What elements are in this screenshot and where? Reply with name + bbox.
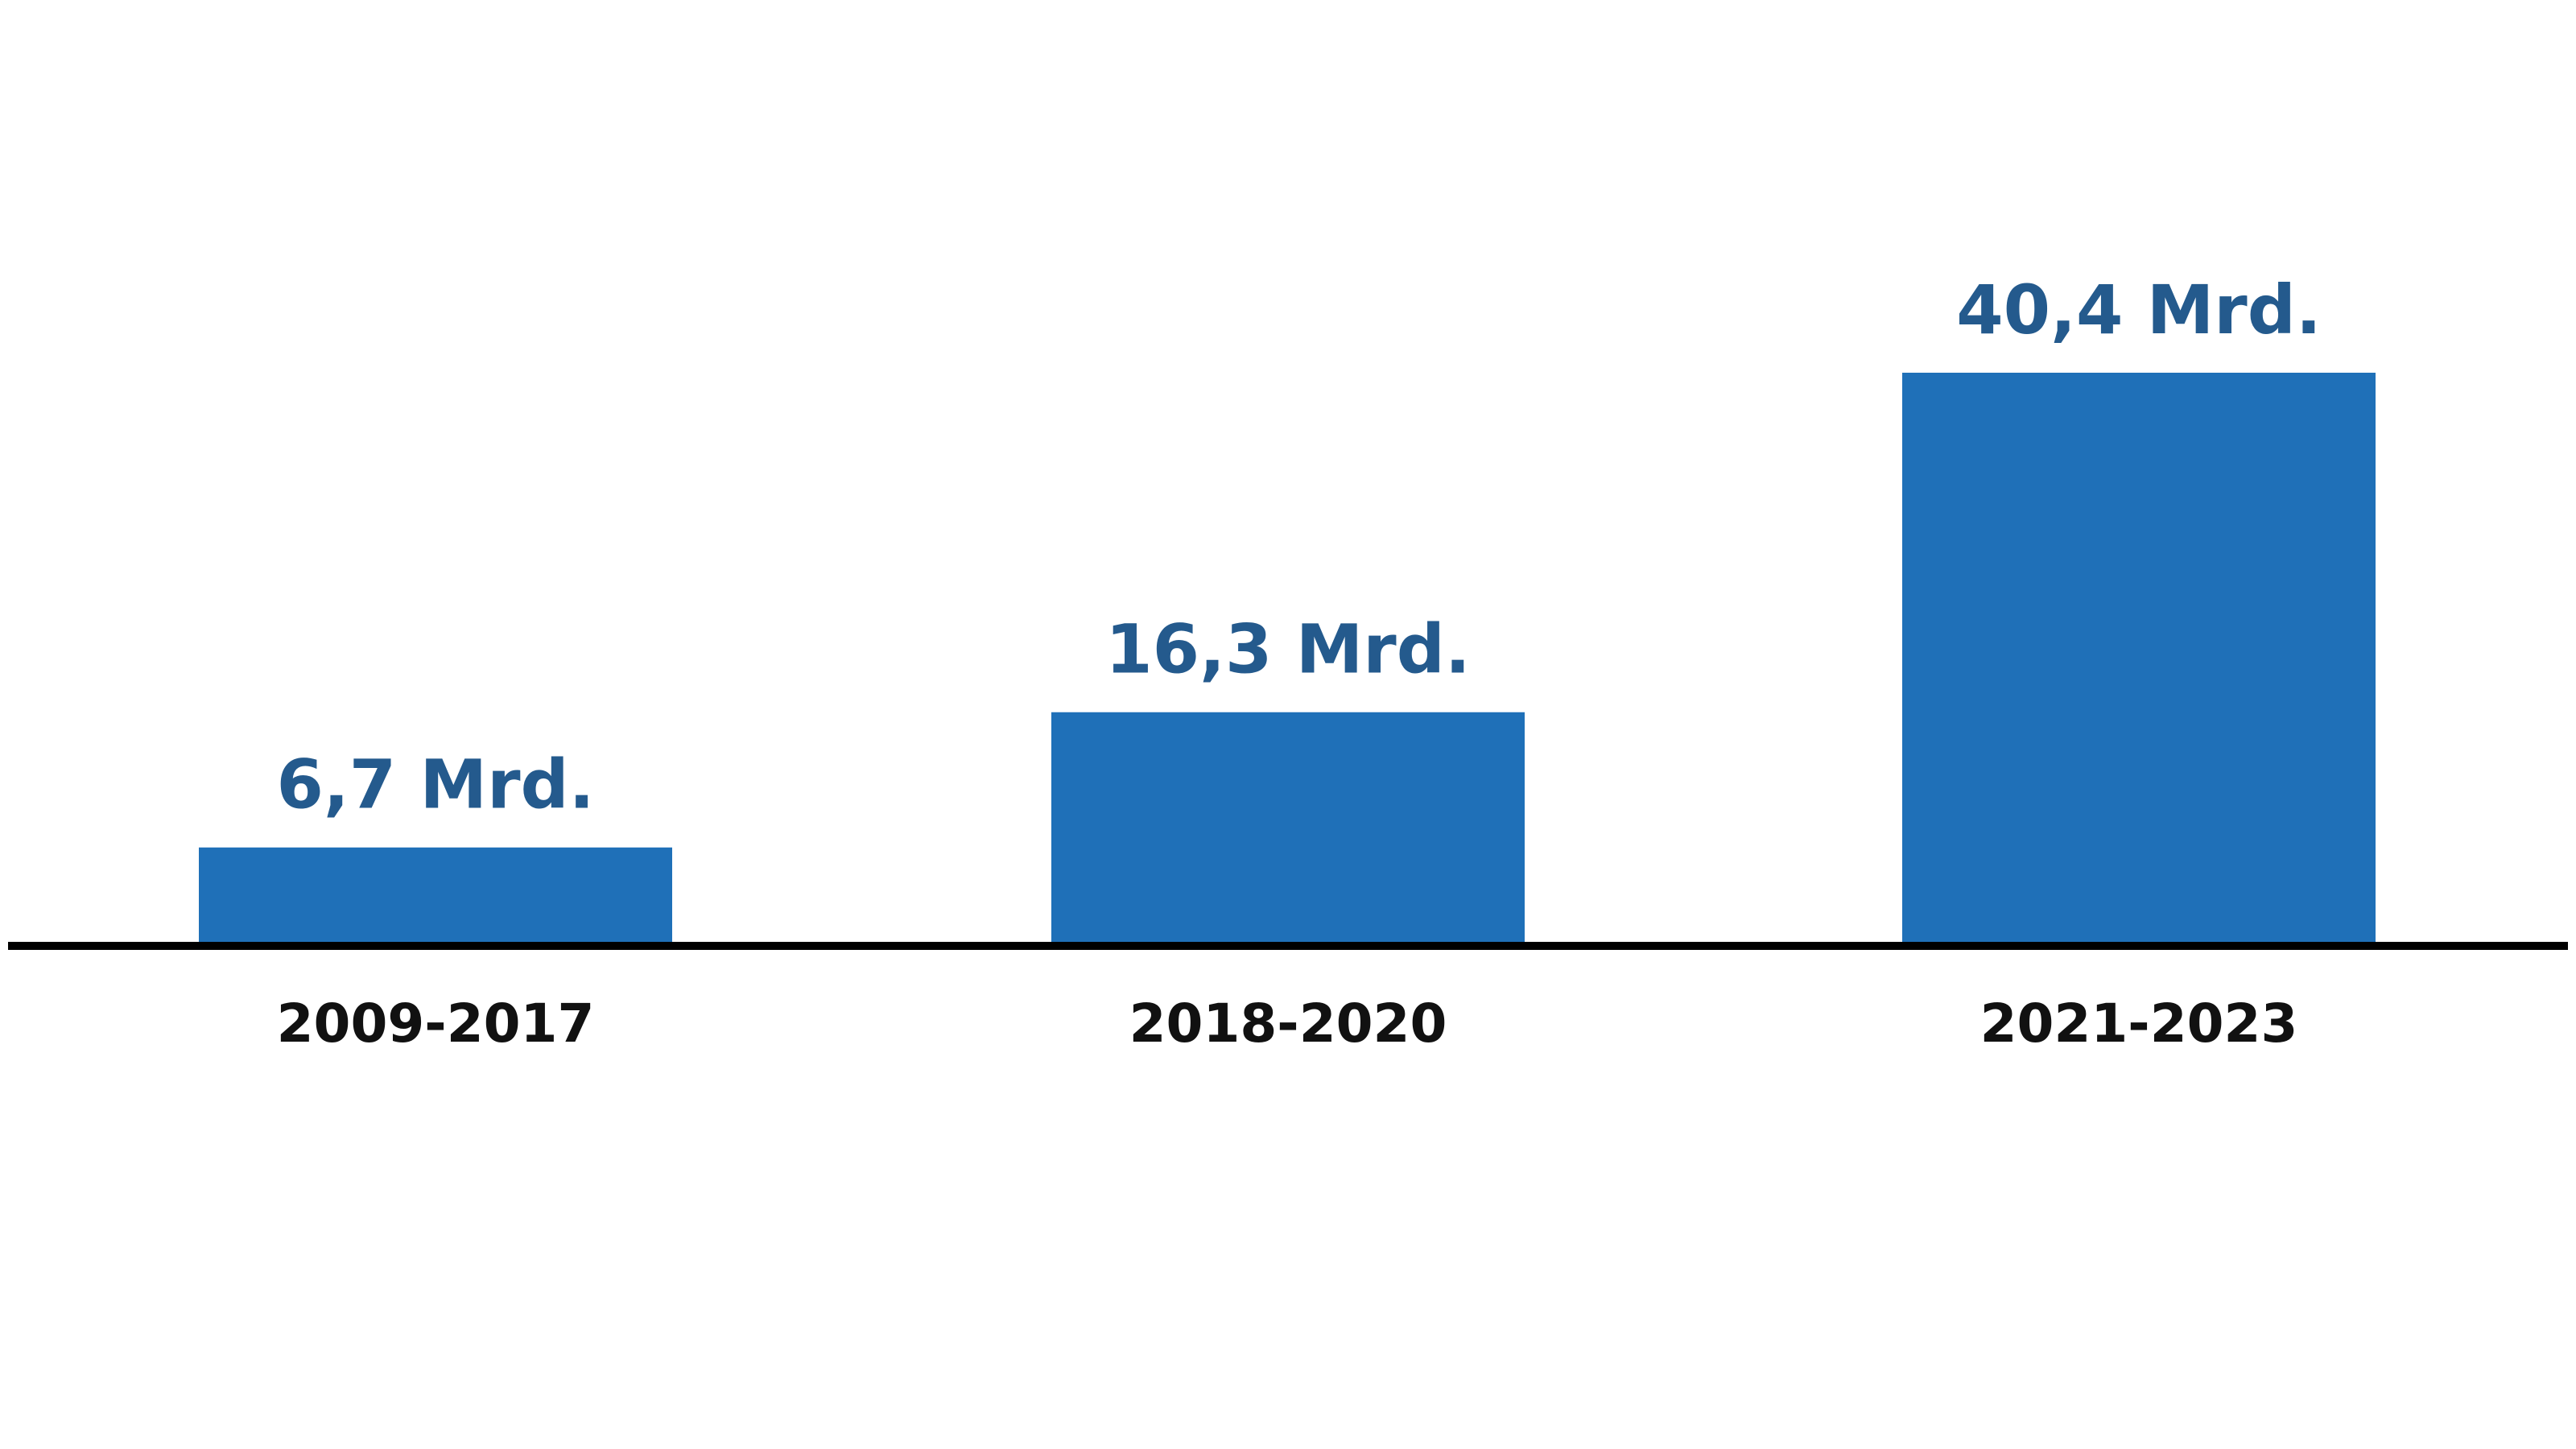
bar (199, 847, 672, 942)
bar (1902, 373, 2376, 942)
value-label: 6,7 Mrd. (276, 745, 594, 824)
value-label: 40,4 Mrd. (1956, 270, 2322, 349)
x-tick-label: 2009-2017 (277, 993, 595, 1055)
x-tick-label: 2018-2020 (1129, 993, 1447, 1055)
bar (1051, 712, 1525, 942)
x-tick-label: 2021-2023 (1980, 993, 2298, 1055)
value-label: 16,3 Mrd. (1105, 610, 1471, 689)
